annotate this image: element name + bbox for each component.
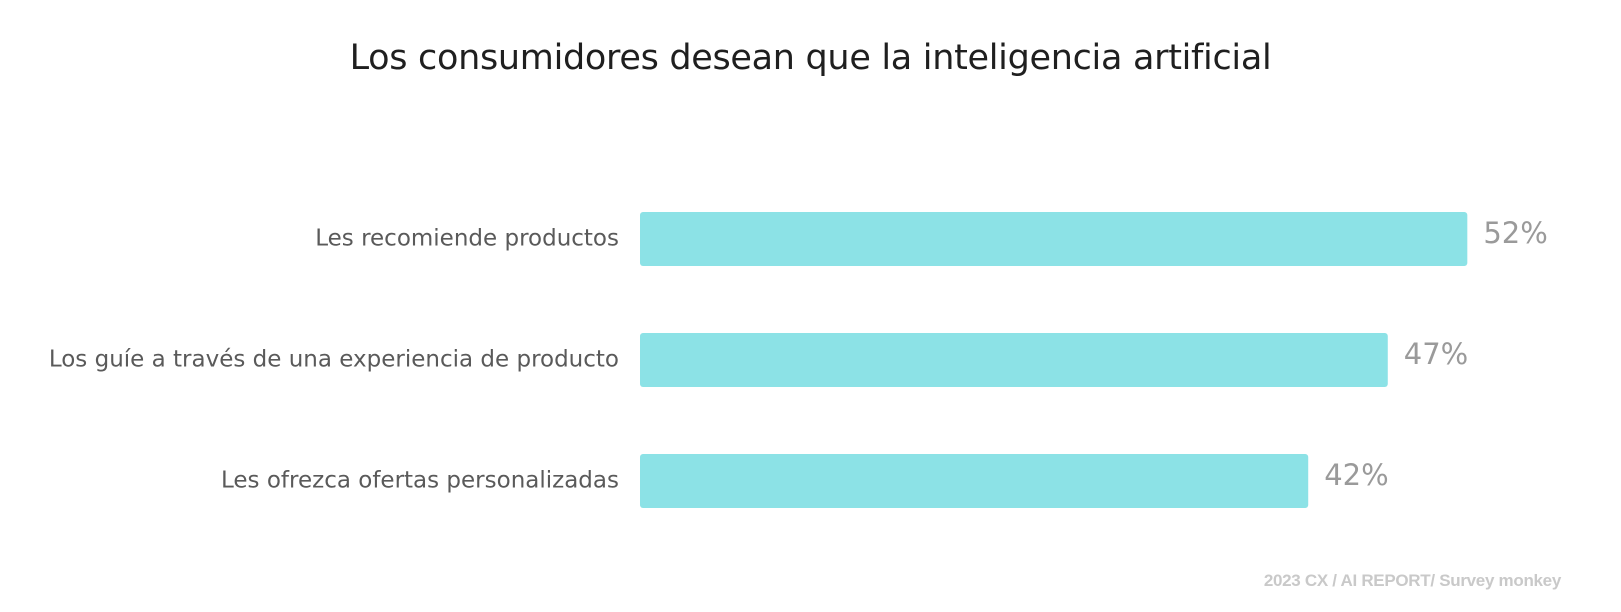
bars-group: Les recomiende productos 52% Los guíe a tr… bbox=[49, 212, 1548, 508]
value-label-3: 42% bbox=[1324, 458, 1388, 492]
category-label-3: Les ofrezca ofertas personalizadas bbox=[221, 468, 619, 494]
bar-2 bbox=[640, 333, 1388, 387]
bar-3 bbox=[640, 454, 1309, 508]
chart-title: Los consumidores desean que la inteligen… bbox=[349, 38, 1272, 78]
source-credit: 2023 CX / AI REPORT/ Survey monkey bbox=[1263, 571, 1561, 590]
category-label-1: Les recomiende productos bbox=[315, 226, 619, 252]
bar-1 bbox=[640, 212, 1468, 266]
value-label-2: 47% bbox=[1404, 337, 1468, 371]
category-label-2: Los guíe a través de una experiencia de … bbox=[49, 347, 619, 373]
value-label-1: 52% bbox=[1483, 216, 1547, 250]
